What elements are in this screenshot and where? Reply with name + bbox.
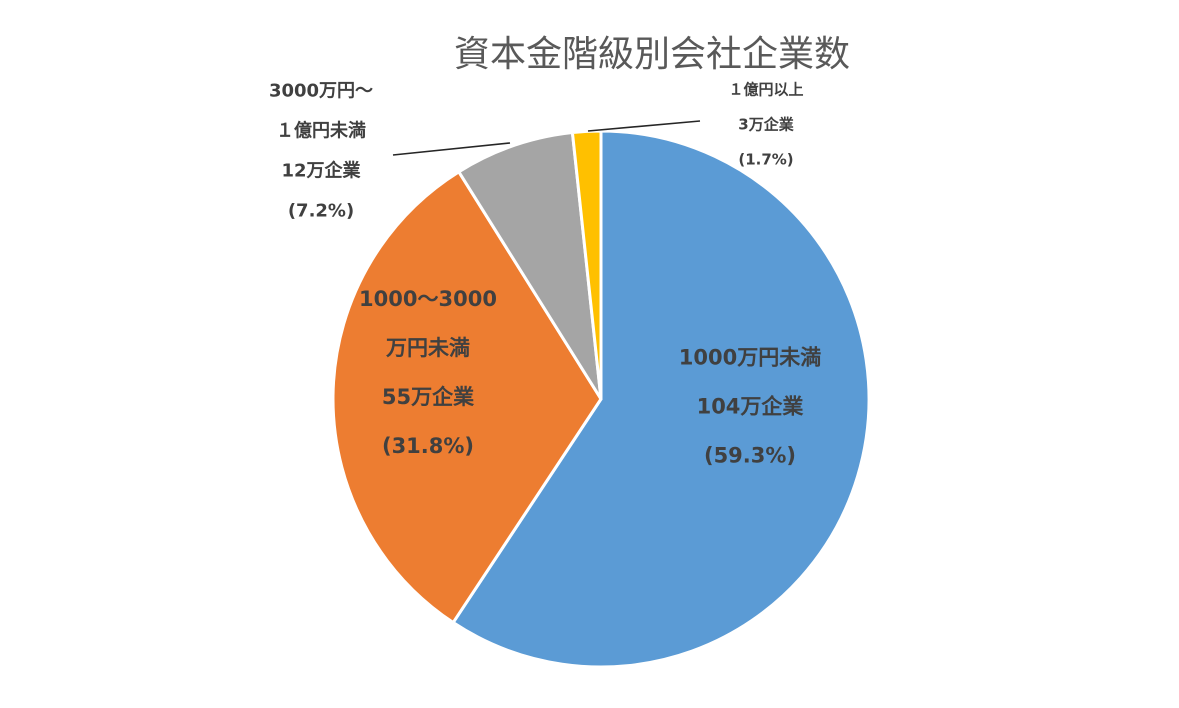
data-label-line: (1.7%) <box>738 151 793 169</box>
pie-slice-lt-10m <box>451 129 871 669</box>
leader-line-gte-100m <box>587 120 701 132</box>
data-label-10m-30m: 1000～3000 万円未満 55万企業 (31.8%) <box>359 287 497 458</box>
data-label-lt-10m: 1000万円未満 104万企業 (59.3%) <box>679 345 821 467</box>
pie-slice-gte-100m <box>570 129 603 401</box>
data-label-line: (59.3%) <box>704 443 796 467</box>
data-label-line: 55万企業 <box>382 385 475 409</box>
data-label-line: 104万企業 <box>697 394 805 418</box>
data-label-30m-100m: 3000万円～ １億円未満 12万企業 (7.2%) <box>269 80 373 221</box>
data-label-line: 1000万円未満 <box>679 345 821 369</box>
data-label-gte-100m: １億円以上 3万企業 (1.7%) <box>728 81 803 169</box>
data-label-line: (7.2%) <box>288 200 354 221</box>
data-label-line: (31.8%) <box>382 434 474 458</box>
leader-line-30m-100m <box>392 142 511 156</box>
data-label-line: 3万企業 <box>738 116 794 134</box>
data-label-line: 万円未満 <box>385 336 470 360</box>
data-label-line: 3000万円～ <box>269 80 373 101</box>
data-label-line: １億円未満 <box>276 119 366 141</box>
leader-lines <box>392 120 701 156</box>
data-label-line: １億円以上 <box>728 81 803 99</box>
pie-slice-30m-100m <box>457 131 603 401</box>
chart-title: 資本金階級別会社企業数 <box>454 34 850 75</box>
data-label-line: 12万企業 <box>281 159 361 181</box>
data-label-line: 1000～3000 <box>359 287 497 311</box>
pie-slices <box>331 129 871 669</box>
pie-slice-10m-30m <box>331 170 603 625</box>
data-labels: 1000万円未満 104万企業 (59.3%) 1000～3000 万円未満 55万企業 (… <box>269 80 821 467</box>
